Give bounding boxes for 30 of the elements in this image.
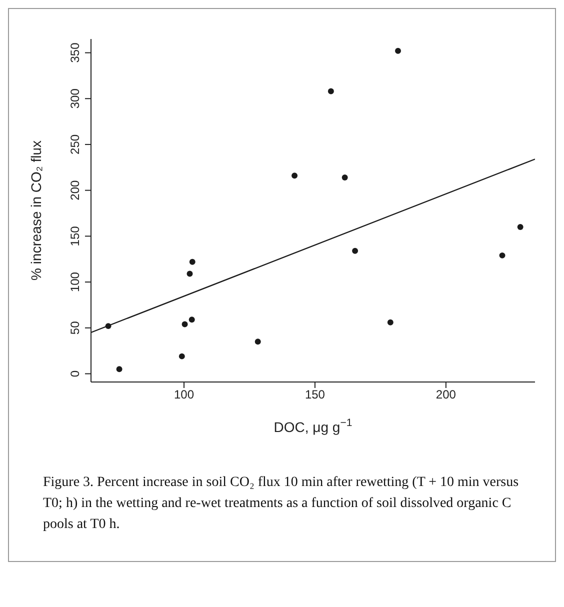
point [352, 248, 358, 254]
y-tick-label: 150 [68, 226, 82, 246]
y-tick-label: 0 [68, 370, 82, 378]
point [178, 353, 185, 360]
point [499, 252, 506, 258]
point [254, 338, 261, 345]
point [105, 323, 112, 330]
point [182, 321, 188, 328]
y-tick-label: 100 [68, 272, 82, 292]
point [189, 258, 196, 265]
y-axis-title: % increase in CO₂ flux [28, 140, 44, 281]
point [116, 366, 122, 372]
y-tick-label: 50 [68, 320, 82, 335]
x-tick-label: 150 [304, 388, 326, 402]
y-tick-label: 300 [68, 88, 82, 109]
x-tick-label: 100 [174, 388, 194, 402]
y-tick-label: 350 [68, 42, 82, 63]
x-tick-label: 200 [436, 388, 456, 402]
point [517, 224, 524, 230]
point [188, 316, 195, 323]
point [328, 88, 334, 94]
x-axis-title: DOC, μg g$^{−1}$ [274, 417, 352, 435]
caption: Figure 3. Percent increase in soil CO₂ flux 10 min after rewetting (T + 10 min versus T0; h) in the wetting and re-wet treatments as a function of soil dissolved organic C pools at T0 h. [43, 474, 520, 534]
y-tick-label: 200 [68, 180, 82, 200]
point [395, 48, 401, 54]
point [292, 172, 298, 179]
point [342, 174, 348, 180]
y-tick-label: 250 [68, 134, 82, 154]
point [186, 270, 193, 277]
point [387, 319, 394, 326]
